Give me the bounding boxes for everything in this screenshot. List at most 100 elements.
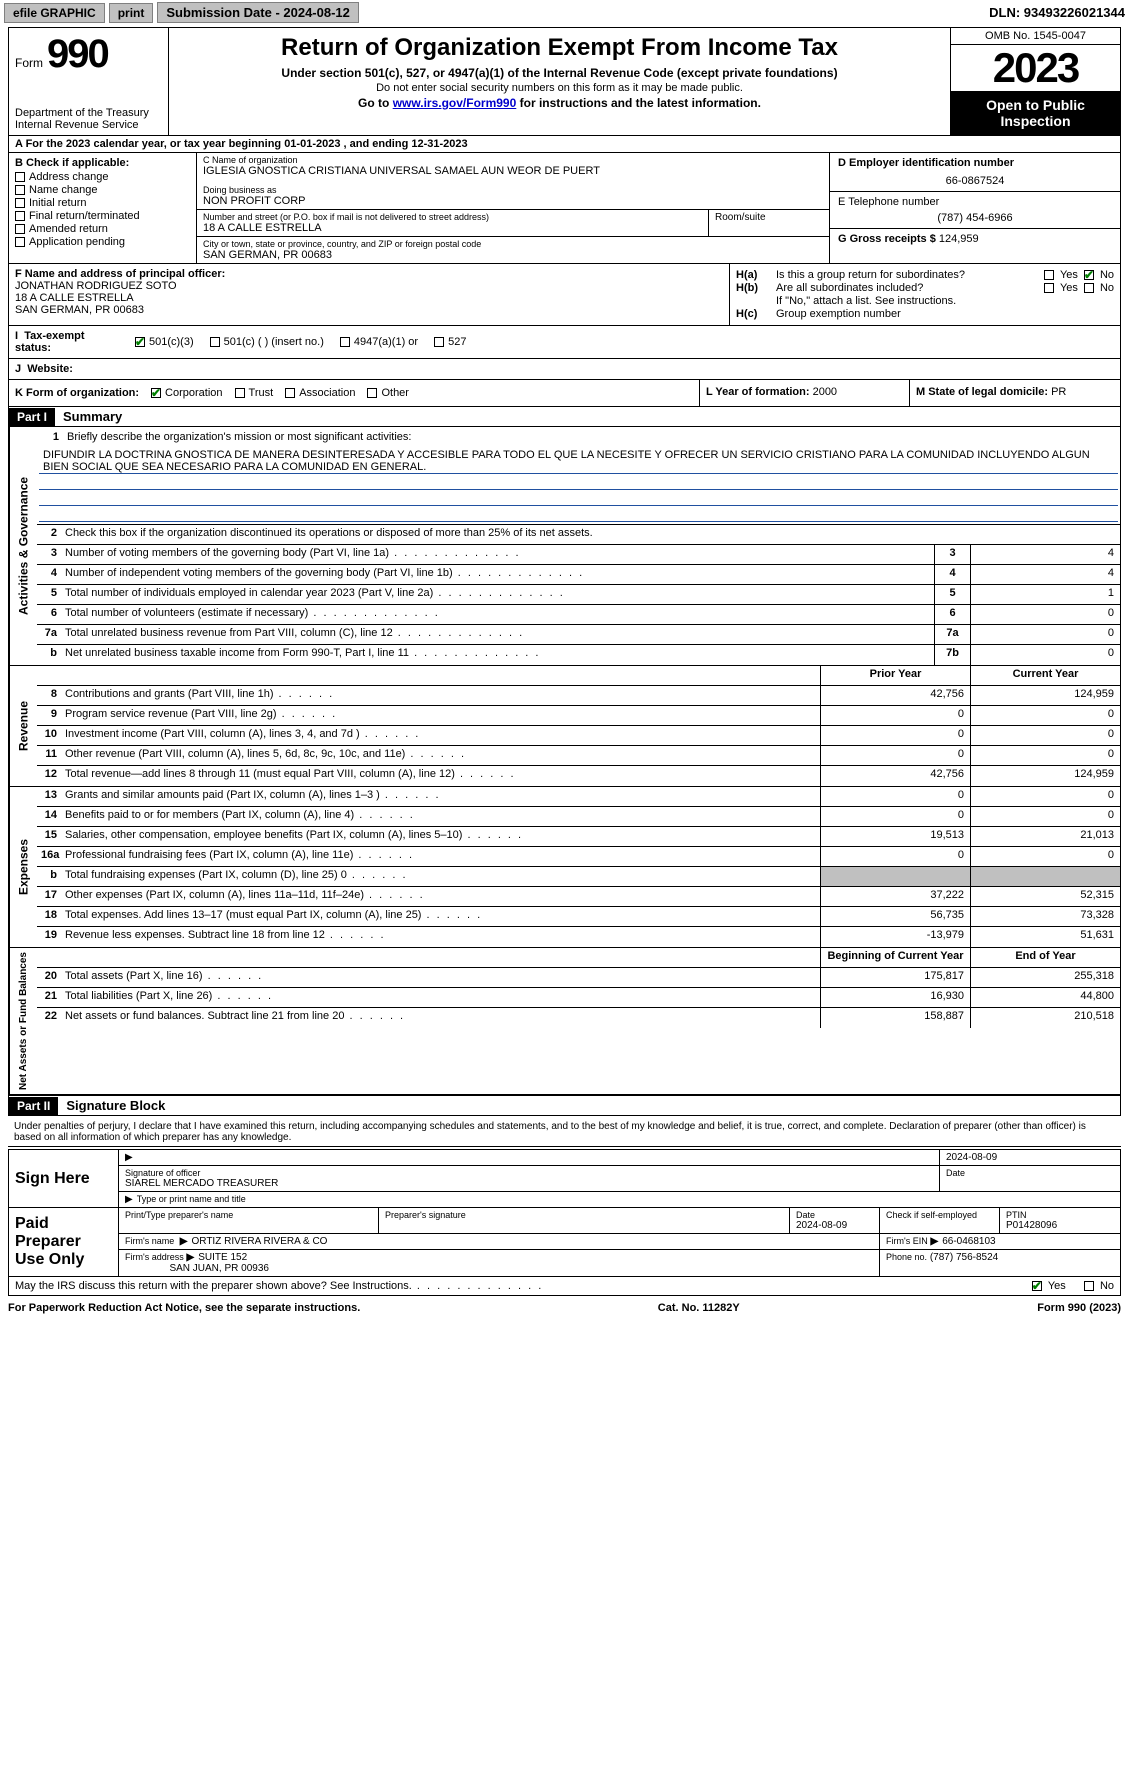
line-box: 5 (934, 585, 970, 604)
line-text: Salaries, other compensation, employee b… (61, 827, 820, 846)
line-2-text: Check this box if the organization disco… (65, 527, 593, 539)
line-num: 3 (37, 545, 61, 564)
line-text: Total expenses. Add lines 13–17 (must eq… (61, 907, 820, 926)
chk-501c[interactable] (210, 337, 220, 347)
chk-corp[interactable] (151, 388, 161, 398)
form-990: Form 990 Department of the Treasury Inte… (8, 27, 1121, 1116)
prior-year-value: 56,735 (820, 907, 970, 926)
ptin: P01428096 (1006, 1220, 1114, 1231)
ha-no-lbl: No (1100, 269, 1114, 281)
table-row: 6 Total number of volunteers (estimate i… (37, 605, 1120, 625)
chk-address-change[interactable] (15, 172, 25, 182)
website-label: Website: (27, 363, 73, 375)
current-year-value: 255,318 (970, 968, 1120, 987)
chk-501c3[interactable] (135, 337, 145, 347)
table-row: 5 Total number of individuals employed i… (37, 585, 1120, 605)
state-domicile: PR (1051, 386, 1066, 398)
line-num: 19 (37, 927, 61, 947)
line-text: Total assets (Part X, line 16) (61, 968, 820, 987)
firm-addr1: SUITE 152 (198, 1252, 247, 1263)
city: SAN GERMAN, PR 00683 (203, 249, 823, 261)
current-year-value: 0 (970, 726, 1120, 745)
current-year-value: 124,959 (970, 686, 1120, 705)
prior-year-value: -13,979 (820, 927, 970, 947)
line-num: b (37, 867, 61, 886)
side-rev: Revenue (9, 666, 37, 786)
form-header: Form 990 Department of the Treasury Inte… (9, 28, 1120, 136)
org-name: IGLESIA GNOSTICA CRISTIANA UNIVERSAL SAM… (203, 165, 823, 177)
line-text: Total revenue—add lines 8 through 11 (mu… (61, 766, 820, 786)
line-text: Total number of individuals employed in … (61, 585, 934, 604)
line-num: 13 (37, 787, 61, 806)
lbl-final-return: Final return/terminated (29, 210, 140, 222)
form-word: Form (15, 56, 43, 70)
ha-text: Is this a group return for subordinates? (776, 269, 1044, 281)
hb-yes[interactable] (1044, 283, 1054, 293)
box-b-title: B Check if applicable: (15, 157, 190, 169)
side-nab: Net Assets or Fund Balances (9, 948, 37, 1094)
chk-amended[interactable] (15, 224, 25, 234)
line-num: 5 (37, 585, 61, 604)
chk-name-change[interactable] (15, 185, 25, 195)
line-text: Professional fundraising fees (Part IX, … (61, 847, 820, 866)
l-lbl: L Year of formation: (706, 386, 810, 398)
form-subtitle-1: Under section 501(c), 527, or 4947(a)(1)… (177, 66, 942, 80)
hc-label: H(c) (736, 308, 776, 320)
table-row: 17 Other expenses (Part IX, column (A), … (37, 887, 1120, 907)
line-box: 7a (934, 625, 970, 644)
discuss-yes[interactable] (1032, 1281, 1042, 1291)
chk-assoc[interactable] (285, 388, 295, 398)
chk-4947[interactable] (340, 337, 350, 347)
firm-addr2: SAN JUAN, PR 00936 (169, 1263, 269, 1274)
box-c: C Name of organization IGLESIA GNOSTICA … (197, 153, 830, 263)
lbl-address-change: Address change (29, 171, 109, 183)
m-lbl: M State of legal domicile: (916, 386, 1048, 398)
prior-year-value (820, 867, 970, 886)
line-value: 4 (970, 545, 1120, 564)
firm-addr-lbl: Firm's address (125, 1252, 184, 1262)
officer-street: 18 A CALLE ESTRELLA (15, 292, 723, 304)
table-row: 16a Professional fundraising fees (Part … (37, 847, 1120, 867)
chk-other[interactable] (367, 388, 377, 398)
room-suite-label: Room/suite (709, 210, 829, 236)
dba: NON PROFIT CORP (203, 195, 823, 207)
hb-no[interactable] (1084, 283, 1094, 293)
open-to-public: Open to Public Inspection (951, 91, 1120, 135)
ha-no[interactable] (1084, 270, 1094, 280)
current-year-value: 51,631 (970, 927, 1120, 947)
website-value (129, 359, 1120, 379)
part-i-title: Summary (55, 407, 130, 426)
chk-final-return[interactable] (15, 211, 25, 221)
hb-note: If "No," attach a list. See instructions… (776, 295, 1114, 307)
table-row: 8 Contributions and grants (Part VIII, l… (37, 686, 1120, 706)
section-revenue: Revenue Prior Year Current Year 8 Contri… (9, 666, 1120, 787)
firm-name: ORTIZ RIVERA RIVERA & CO (192, 1236, 328, 1247)
chk-app-pending[interactable] (15, 237, 25, 247)
hdr-prior-year: Prior Year (820, 666, 970, 685)
tax-exempt-label: I Tax-exempt status: (9, 326, 129, 358)
irs-link[interactable]: www.irs.gov/Form990 (393, 96, 517, 110)
line-box: 4 (934, 565, 970, 584)
ha-yes[interactable] (1044, 270, 1054, 280)
table-row: 18 Total expenses. Add lines 13–17 (must… (37, 907, 1120, 927)
firm-ein-lbl: Firm's EIN (886, 1236, 928, 1246)
line-text: Other revenue (Part VIII, column (A), li… (61, 746, 820, 765)
chk-trust[interactable] (235, 388, 245, 398)
line-text: Contributions and grants (Part VIII, lin… (61, 686, 820, 705)
hb-label: H(b) (736, 282, 776, 294)
line-value: 0 (970, 605, 1120, 624)
chk-initial-return[interactable] (15, 198, 25, 208)
table-row: 11 Other revenue (Part VIII, column (A),… (37, 746, 1120, 766)
chk-527[interactable] (434, 337, 444, 347)
hb-text: Are all subordinates included? (776, 282, 1044, 294)
discuss-no[interactable] (1084, 1281, 1094, 1291)
prior-year-value: 0 (820, 787, 970, 806)
table-row: 22 Net assets or fund balances. Subtract… (37, 1008, 1120, 1028)
line-text: Investment income (Part VIII, column (A)… (61, 726, 820, 745)
officer-city: SAN GERMAN, PR 00683 (15, 304, 723, 316)
sign-here: Sign Here (9, 1150, 119, 1207)
line-text: Total fundraising expenses (Part IX, col… (61, 867, 820, 886)
table-row: 7a Total unrelated business revenue from… (37, 625, 1120, 645)
print-button[interactable]: print (109, 3, 154, 23)
prior-year-value: 0 (820, 726, 970, 745)
